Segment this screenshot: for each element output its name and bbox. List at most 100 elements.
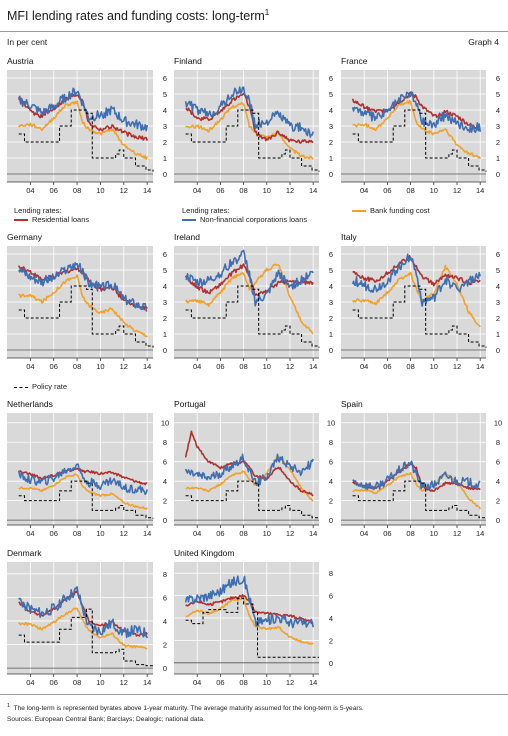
title-text: MFI lending rates and funding costs: lon… [7, 9, 265, 24]
y-tick-label: 6 [329, 74, 333, 83]
x-tick-label: 04 [26, 362, 34, 371]
x-tick-label: 06 [216, 362, 224, 371]
series-line-policy-rate [185, 109, 320, 172]
y-tick-label: 4 [329, 282, 333, 291]
series-line-funding [185, 455, 314, 502]
y-tick-label: 6 [329, 250, 333, 259]
x-tick-label: 12 [286, 678, 294, 687]
y-tick-label: 6 [163, 458, 167, 467]
x-tick-label: 10 [96, 678, 104, 687]
y-tick-label: 2 [329, 138, 333, 147]
x-tick-label: 06 [216, 529, 224, 538]
x-tick-label: 12 [286, 186, 294, 195]
x-tick-label: 14 [143, 678, 151, 687]
y-tick-label: 2 [496, 497, 500, 506]
y-tick-label: 3 [496, 122, 500, 131]
y-tick-label: 3 [163, 122, 167, 131]
y-tick-label: 6 [496, 74, 500, 83]
x-tick-label: 08 [239, 678, 247, 687]
y-tick-label: 3 [163, 298, 167, 307]
footnote-text: The long-term is represented byrates abo… [13, 705, 364, 713]
x-tick-label: 10 [430, 186, 438, 195]
y-tick-label: 1 [163, 330, 167, 339]
panel-title-ireland: Ireland [174, 232, 200, 242]
chart-netherlands: 0 2 4 6 8 10 04 06 08 10 12 14 [7, 413, 169, 538]
footnote: 1 The long-term is represented byrates a… [7, 703, 364, 712]
x-tick-label: 14 [309, 186, 317, 195]
series-line-policy-rate [18, 608, 153, 667]
series-line-nonfinancial [18, 261, 148, 312]
x-tick-label: 06 [383, 186, 391, 195]
series-line-policy-rate [185, 597, 319, 658]
series-line-policy-rate [185, 480, 320, 519]
x-tick-label: 12 [120, 362, 128, 371]
x-tick-label: 06 [50, 529, 58, 538]
y-tick-label: 5 [329, 90, 333, 99]
panel-title-france: France [341, 56, 368, 66]
x-tick-label: 04 [193, 186, 201, 195]
y-tick-label: 6 [329, 592, 333, 601]
y-tick-label: 4 [496, 282, 500, 291]
series-line-nonfinancial [185, 249, 314, 307]
x-tick-label: 06 [216, 678, 224, 687]
series-line-policy-rate [18, 109, 154, 172]
y-tick-label: 5 [496, 90, 500, 99]
x-tick-label: 06 [50, 186, 58, 195]
chart-spain: 0 2 4 6 8 10 04 06 08 10 12 14 [341, 413, 502, 538]
panel-title-portugal: Portugal [174, 399, 206, 409]
y-tick-label: 6 [496, 250, 500, 259]
legend-swatch-residential [14, 219, 28, 222]
y-tick-label: 2 [329, 636, 333, 645]
x-tick-label: 10 [430, 529, 438, 538]
x-tick-label: 12 [453, 362, 461, 371]
series-line-funding [352, 99, 481, 160]
series-line-nonfinancial [18, 586, 148, 639]
chart-denmark: 0 2 4 6 8 04 06 08 10 12 14 [7, 562, 167, 687]
series-line-policy-rate [352, 109, 487, 172]
x-tick-label: 12 [286, 362, 294, 371]
y-tick-label: 4 [163, 282, 167, 291]
x-tick-label: 04 [193, 529, 201, 538]
sources: Sources: European Central Bank; Barclays… [7, 716, 205, 723]
series-line-funding [18, 473, 148, 510]
series-line-nonfinancial [184, 86, 314, 138]
y-tick-label: 4 [329, 477, 333, 486]
y-tick-label: 0 [496, 516, 500, 525]
y-tick-label: 0 [163, 664, 167, 673]
plot-area [174, 413, 319, 525]
y-tick-label: 4 [163, 617, 167, 626]
legend-nonfinancial-label: Non-financial corporations loans [200, 215, 308, 224]
y-tick-label: 1 [329, 154, 333, 163]
legend-policy: Policy rate [14, 382, 67, 391]
unit-label: In per cent [7, 37, 48, 47]
x-tick-label: 06 [216, 186, 224, 195]
bottom-divider [0, 694, 508, 695]
legend-swatch-nonfinancial [182, 219, 196, 222]
x-tick-label: 14 [476, 186, 484, 195]
x-tick-label: 08 [406, 529, 414, 538]
panel-title-italy: Italy [341, 232, 357, 242]
y-tick-label: 1 [163, 154, 167, 163]
y-tick-label: 1 [496, 154, 500, 163]
y-tick-label: 8 [163, 438, 167, 447]
y-tick-label: 0 [163, 516, 167, 525]
series-line-policy-rate [352, 480, 487, 519]
x-tick-label: 10 [263, 529, 271, 538]
y-tick-label: 0 [163, 346, 167, 355]
x-tick-label: 06 [383, 529, 391, 538]
x-tick-label: 14 [309, 529, 317, 538]
panel-title-denmark: Denmark [7, 548, 42, 558]
series-line-nonfinancial [351, 91, 481, 134]
y-tick-label: 1 [329, 330, 333, 339]
x-tick-label: 08 [73, 186, 81, 195]
y-tick-label: 10 [161, 419, 169, 428]
x-tick-label: 12 [120, 678, 128, 687]
x-tick-label: 10 [96, 529, 104, 538]
x-tick-label: 14 [143, 362, 151, 371]
y-tick-label: 4 [163, 477, 167, 486]
legend-funding-label: Bank funding cost [370, 206, 430, 215]
